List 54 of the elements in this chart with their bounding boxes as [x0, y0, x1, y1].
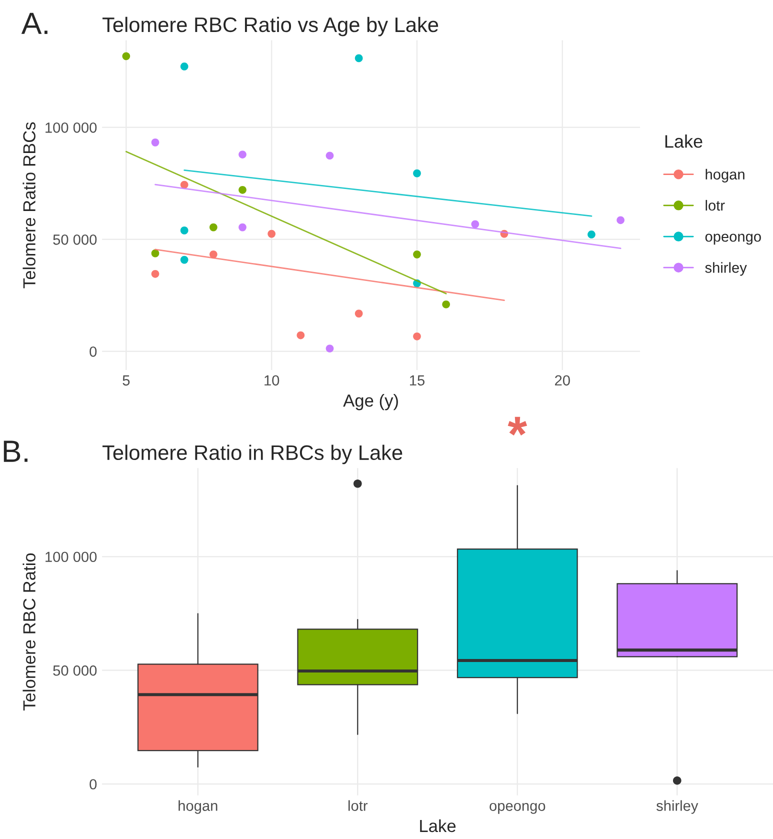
point — [180, 256, 188, 264]
x-tick-label: hogan — [178, 800, 218, 814]
point — [354, 310, 363, 318]
legend-label: shirley — [705, 262, 747, 276]
point — [180, 180, 188, 189]
point — [354, 54, 363, 62]
point — [326, 152, 334, 160]
point — [588, 230, 596, 238]
point — [122, 52, 130, 60]
point — [238, 150, 246, 158]
point — [471, 220, 480, 228]
legend-title: Lake — [665, 134, 702, 148]
point — [442, 300, 450, 308]
chart-title: Telomere Ratio in RBCs by Lake — [102, 444, 402, 464]
x-axis-title: Age (y) — [343, 394, 398, 410]
point — [151, 138, 160, 146]
point — [296, 331, 305, 340]
text: B. — [4, 440, 28, 462]
y-tick-label: 50 000 — [53, 234, 97, 245]
point — [209, 250, 218, 258]
x-tick-label: opeongo — [490, 802, 546, 814]
x-tick-label: 5 — [122, 375, 130, 386]
point — [209, 223, 218, 232]
text: A. — [21, 12, 48, 34]
point — [616, 216, 624, 224]
legend-label: opeongo — [705, 234, 761, 245]
point — [268, 230, 276, 238]
y-tick-label: 100 000 — [46, 122, 97, 133]
y-axis-title: Telomere RBC Ratio — [22, 553, 36, 710]
x-tick-label: 20 — [555, 375, 570, 386]
legend-label: lotr — [706, 200, 725, 211]
point — [326, 344, 334, 352]
y-axis-title: Telomere Ratio RBCs — [22, 122, 36, 288]
y-tick-label: 0 — [90, 346, 97, 357]
point — [238, 186, 246, 194]
y-tick-label: 0 — [90, 779, 97, 790]
y-tick-label: 50 000 — [53, 665, 97, 676]
x-tick-label: 15 — [410, 375, 424, 386]
x-tick-label: lotr — [348, 800, 368, 811]
legend-label: hogan — [706, 168, 744, 182]
point — [180, 226, 188, 234]
point — [413, 250, 421, 258]
x-axis-title: Lake — [420, 819, 456, 832]
point — [151, 270, 160, 278]
point — [151, 249, 160, 258]
y-tick-label: 100 000 — [46, 552, 97, 562]
chart-title: Telomere RBC Ratio vs Age by Lake — [102, 16, 438, 36]
x-tick-label: shirley — [656, 800, 698, 814]
point — [180, 62, 188, 70]
x-tick-label: 10 — [264, 375, 280, 386]
point — [413, 332, 421, 340]
point — [413, 169, 421, 178]
point — [238, 223, 246, 232]
text: * — [508, 416, 528, 436]
